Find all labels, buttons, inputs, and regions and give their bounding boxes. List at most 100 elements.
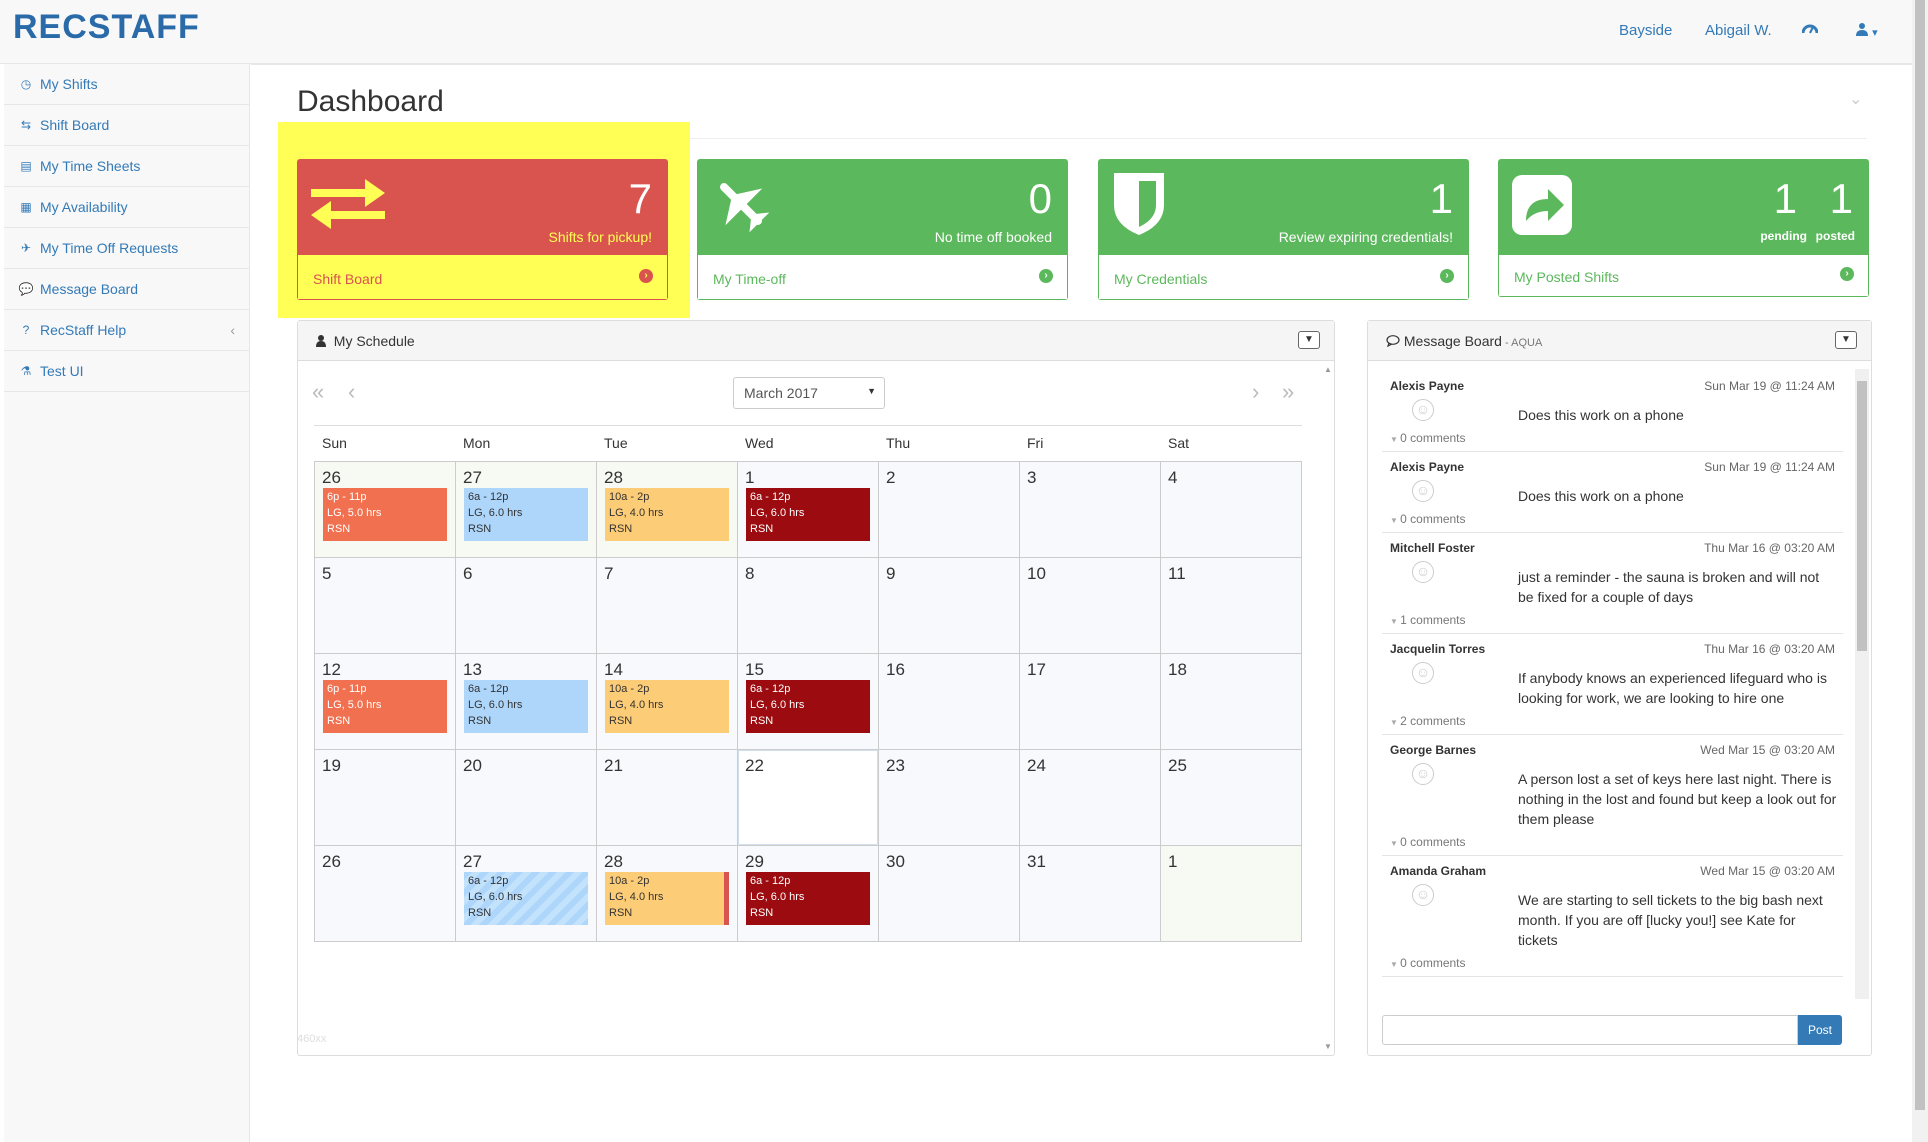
sidebar-item-recstaff-help[interactable]: ? RecStaff Help ‹ xyxy=(4,310,249,351)
message-comments-toggle[interactable]: ▼ 1 comments xyxy=(1390,613,1835,627)
shift-event[interactable]: 6a - 12p LG, 6.0 hrs RSN xyxy=(464,872,588,925)
posted-shifts-tile[interactable]: 1 pending 1 posted My Posted Shifts › xyxy=(1498,159,1869,297)
day-number: 26 xyxy=(322,852,341,871)
calendar-day-cell[interactable]: 15 6a - 12p LG, 6.0 hrs RSN xyxy=(738,654,879,750)
calendar-day-cell[interactable]: 26 xyxy=(315,846,456,942)
message-board-collapse-toggle[interactable]: ▼ xyxy=(1835,331,1857,349)
calendar-day-cell[interactable]: 17 xyxy=(1020,654,1161,750)
arrow-circle-right-icon[interactable]: › xyxy=(1440,269,1454,283)
message-input[interactable] xyxy=(1382,1015,1798,1045)
calendar-day-cell[interactable]: 22 xyxy=(738,750,879,846)
shift-event[interactable]: 10a - 2p LG, 4.0 hrs RSN xyxy=(605,488,729,541)
scroll-down-icon[interactable]: ▼ xyxy=(1324,1042,1332,1051)
calendar-day-cell[interactable]: 16 xyxy=(879,654,1020,750)
chevron-left-icon[interactable]: ‹ xyxy=(230,322,235,338)
shift-event[interactable]: 6p - 11p LG, 5.0 hrs RSN xyxy=(323,680,447,733)
calendar-day-cell[interactable]: 27 6a - 12p LG, 6.0 hrs RSN xyxy=(456,462,597,558)
page-scrollbar-thumb[interactable] xyxy=(1915,0,1925,1110)
message-scrollbar[interactable] xyxy=(1855,369,1869,999)
month-select[interactable]: March 2017 ▼ xyxy=(733,377,885,409)
calendar-day-cell[interactable]: 20 xyxy=(456,750,597,846)
message-comments-toggle[interactable]: ▼ 0 comments xyxy=(1390,512,1835,526)
post-button[interactable]: Post xyxy=(1798,1015,1842,1045)
chevron-right-icon[interactable]: › xyxy=(1252,379,1260,404)
shift-loc: RSN xyxy=(609,715,633,727)
calendar-day-cell[interactable]: 11 xyxy=(1161,558,1302,654)
tile-link[interactable]: My Time-off xyxy=(713,271,786,287)
calendar-day-cell[interactable]: 9 xyxy=(879,558,1020,654)
question-icon: ? xyxy=(22,323,30,337)
calendar-day-cell[interactable]: 6 xyxy=(456,558,597,654)
shift-event[interactable]: 6a - 12p LG, 6.0 hrs RSN xyxy=(464,680,588,733)
calendar-day-cell[interactable]: 18 xyxy=(1161,654,1302,750)
double-chevron-right-icon[interactable]: » xyxy=(1282,379,1295,404)
calendar-day-cell[interactable]: 4 xyxy=(1161,462,1302,558)
sidebar-item-message-board[interactable]: 💬 Message Board xyxy=(4,269,249,310)
brand-logo[interactable]: RECSTAFF xyxy=(13,8,200,46)
message-comments-toggle[interactable]: ▼ 2 comments xyxy=(1390,714,1835,728)
calendar-day-cell[interactable]: 25 xyxy=(1161,750,1302,846)
shift-event[interactable]: 6a - 12p LG, 6.0 hrs RSN xyxy=(464,488,588,541)
calendar-day-cell[interactable]: 10 xyxy=(1020,558,1161,654)
shift-event[interactable]: 10a - 2p LG, 4.0 hrs RSN xyxy=(605,872,729,925)
shift-event[interactable]: 6a - 12p LG, 6.0 hrs RSN xyxy=(746,488,870,541)
calendar-day-cell[interactable]: 1 6a - 12p LG, 6.0 hrs RSN xyxy=(738,462,879,558)
chevron-left-icon[interactable]: ‹ xyxy=(348,379,356,404)
user-name-link[interactable]: Abigail W. xyxy=(1705,22,1772,39)
calendar-day-cell[interactable]: 28 10a - 2p LG, 4.0 hrs RSN xyxy=(597,846,738,942)
sidebar-item-my-shifts[interactable]: ◷ My Shifts xyxy=(4,64,249,105)
arrow-circle-right-icon[interactable]: › xyxy=(1039,269,1053,283)
calendar-day-cell[interactable]: 2 xyxy=(879,462,1020,558)
calendar-day-cell[interactable]: 1 xyxy=(1161,846,1302,942)
time-off-tile[interactable]: 0 No time off booked My Time-off › xyxy=(697,159,1068,300)
calendar-day-cell[interactable]: 21 xyxy=(597,750,738,846)
calendar-day-cell[interactable]: 27 6a - 12p LG, 6.0 hrs RSN xyxy=(456,846,597,942)
calendar-day-cell[interactable]: 14 10a - 2p LG, 4.0 hrs RSN xyxy=(597,654,738,750)
shift-event[interactable]: 10a - 2p LG, 4.0 hrs RSN xyxy=(605,680,729,733)
calendar-day-cell[interactable]: 24 xyxy=(1020,750,1161,846)
tile-link[interactable]: Shift Board xyxy=(313,271,383,287)
calendar-day-cell[interactable]: 26 6p - 11p LG, 5.0 hrs RSN xyxy=(315,462,456,558)
user-menu-icon[interactable]: ▾ xyxy=(1856,22,1878,40)
calendar-day-cell[interactable]: 19 xyxy=(315,750,456,846)
arrow-circle-right-icon[interactable]: › xyxy=(1840,267,1854,281)
calendar-day-cell[interactable]: 12 6p - 11p LG, 5.0 hrs RSN xyxy=(315,654,456,750)
calendar-day-cell[interactable]: 28 10a - 2p LG, 4.0 hrs RSN xyxy=(597,462,738,558)
message-item: Amanda Graham Wed Mar 15 @ 03:20 AM ☺ We ar… xyxy=(1382,856,1843,977)
calendar-day-cell[interactable]: 29 6a - 12p LG, 6.0 hrs RSN xyxy=(738,846,879,942)
sidebar-item-time-off-requests[interactable]: ✈ My Time Off Requests xyxy=(4,228,249,269)
calendar-day-cell[interactable]: 23 xyxy=(879,750,1020,846)
message-comments-toggle[interactable]: ▼ 0 comments xyxy=(1390,431,1835,445)
sidebar-item-test-ui[interactable]: ⚗ Test UI xyxy=(4,351,249,392)
shift-loc: RSN xyxy=(750,907,774,919)
calendar-day-cell[interactable]: 7 xyxy=(597,558,738,654)
shift-event[interactable]: 6a - 12p LG, 6.0 hrs RSN xyxy=(746,872,870,925)
calendar-day-cell[interactable]: 8 xyxy=(738,558,879,654)
location-link[interactable]: Bayside xyxy=(1619,22,1673,39)
calendar-day-cell[interactable]: 3 xyxy=(1020,462,1161,558)
dashboard-icon[interactable] xyxy=(1801,22,1819,40)
shift-event[interactable]: 6a - 12p LG, 6.0 hrs RSN xyxy=(746,680,870,733)
tile-link[interactable]: My Posted Shifts xyxy=(1514,269,1620,285)
schedule-collapse-toggle[interactable]: ▼ xyxy=(1298,331,1320,349)
calendar-day-cell[interactable]: 5 xyxy=(315,558,456,654)
shift-loc: RSN xyxy=(327,523,351,535)
double-chevron-left-icon[interactable]: « xyxy=(312,379,325,404)
shift-event[interactable]: 6p - 11p LG, 5.0 hrs RSN xyxy=(323,488,447,541)
credentials-tile[interactable]: 1 Review expiring credentials! My Creden… xyxy=(1098,159,1469,300)
arrow-circle-right-icon[interactable]: › xyxy=(639,269,653,283)
scroll-up-icon[interactable]: ▲ xyxy=(1324,365,1332,374)
tile-link[interactable]: My Credentials xyxy=(1114,271,1208,287)
chevron-down-icon[interactable]: ⌄ xyxy=(1849,91,1863,108)
sidebar-item-availability[interactable]: ▦ My Availability xyxy=(4,187,249,228)
message-scrollbar-thumb[interactable] xyxy=(1857,381,1867,651)
calendar-day-cell[interactable]: 30 xyxy=(879,846,1020,942)
calendar-day-cell[interactable]: 31 xyxy=(1020,846,1161,942)
sidebar-item-shift-board[interactable]: ⇆ Shift Board xyxy=(4,105,249,146)
page-scrollbar[interactable] xyxy=(1912,0,1928,1142)
shift-board-tile[interactable]: 7 Shifts for pickup! Shift Board › xyxy=(297,159,668,300)
message-comments-toggle[interactable]: ▼ 0 comments xyxy=(1390,956,1835,970)
sidebar-item-time-sheets[interactable]: ▤ My Time Sheets xyxy=(4,146,249,187)
message-comments-toggle[interactable]: ▼ 0 comments xyxy=(1390,835,1835,849)
calendar-day-cell[interactable]: 13 6a - 12p LG, 6.0 hrs RSN xyxy=(456,654,597,750)
